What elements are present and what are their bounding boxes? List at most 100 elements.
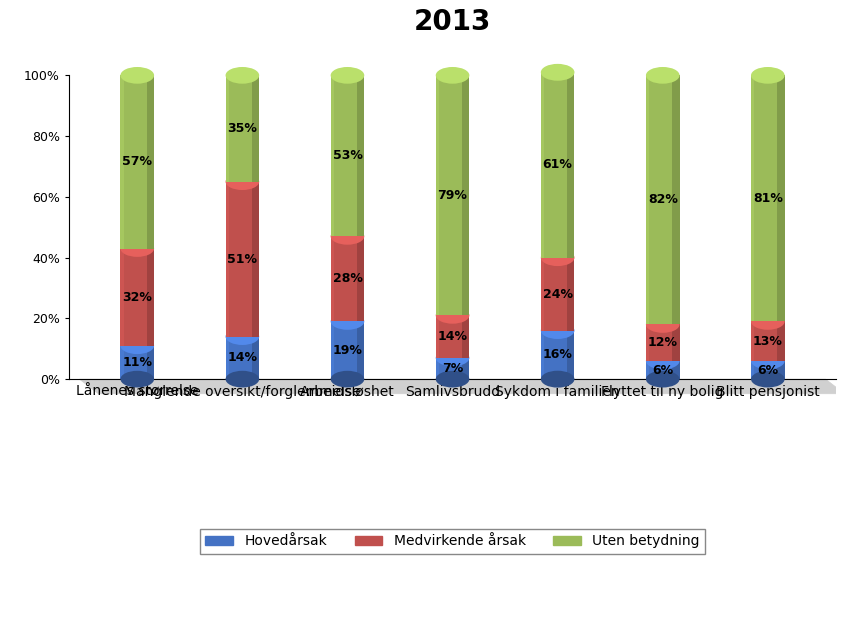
Bar (645, 75, 648, 325)
Bar (567, 330, 573, 379)
Bar (121, 75, 124, 249)
Bar (461, 75, 469, 315)
Bar (226, 182, 229, 337)
Bar (567, 72, 573, 258)
Text: 13%: 13% (752, 335, 782, 348)
Bar (750, 75, 753, 322)
Bar (356, 322, 364, 379)
Bar (251, 337, 259, 379)
Bar (226, 337, 259, 379)
Text: 53%: 53% (332, 149, 362, 162)
Bar (540, 330, 573, 379)
Ellipse shape (435, 67, 469, 84)
Ellipse shape (645, 371, 678, 387)
Text: 51%: 51% (227, 253, 257, 265)
Bar (645, 361, 678, 379)
Bar (121, 346, 124, 379)
Text: 11%: 11% (122, 356, 152, 369)
Bar (750, 75, 784, 322)
Ellipse shape (226, 371, 259, 387)
Bar (750, 361, 784, 379)
Bar (672, 361, 678, 379)
Bar (251, 75, 259, 182)
Bar (331, 236, 333, 322)
Bar (331, 322, 333, 379)
Text: 24%: 24% (542, 288, 572, 300)
Bar (777, 75, 784, 322)
Bar (567, 258, 573, 330)
Text: 6%: 6% (756, 364, 777, 376)
Bar (226, 182, 259, 337)
Text: 14%: 14% (227, 352, 257, 364)
Bar (645, 361, 648, 379)
Ellipse shape (435, 350, 469, 366)
Bar (777, 361, 784, 379)
Bar (331, 236, 364, 322)
Bar (540, 72, 543, 258)
Ellipse shape (645, 353, 678, 369)
Text: 14%: 14% (437, 330, 467, 343)
Text: 81%: 81% (752, 192, 782, 205)
Bar (540, 72, 573, 258)
Ellipse shape (331, 371, 364, 387)
Ellipse shape (750, 353, 784, 369)
Bar (331, 75, 364, 236)
Text: 12%: 12% (647, 336, 677, 349)
Text: 28%: 28% (332, 272, 362, 285)
Ellipse shape (540, 249, 573, 266)
Bar (331, 322, 364, 379)
Bar (146, 346, 154, 379)
Ellipse shape (435, 371, 469, 387)
Bar (461, 358, 469, 379)
Text: 61%: 61% (542, 158, 572, 172)
Text: 6%: 6% (652, 364, 672, 376)
Bar (435, 358, 438, 379)
Bar (331, 75, 333, 236)
Bar (672, 325, 678, 361)
Polygon shape (79, 379, 844, 394)
Bar (435, 315, 438, 358)
Ellipse shape (121, 371, 154, 387)
Bar (356, 236, 364, 322)
Bar (435, 315, 469, 358)
Ellipse shape (121, 338, 154, 354)
Bar (750, 322, 753, 361)
Bar (645, 325, 648, 361)
Ellipse shape (331, 313, 364, 330)
Ellipse shape (226, 174, 259, 190)
Bar (461, 315, 469, 358)
Text: 16%: 16% (542, 348, 572, 361)
Legend: Hovedårsak, Medvirkende årsak, Uten betydning: Hovedårsak, Medvirkende årsak, Uten bety… (200, 529, 704, 554)
Text: 7%: 7% (442, 362, 462, 375)
Ellipse shape (331, 67, 364, 84)
Text: 35%: 35% (227, 122, 257, 135)
Bar (435, 75, 438, 315)
Title: 2013: 2013 (413, 8, 491, 36)
Bar (750, 361, 753, 379)
Ellipse shape (540, 322, 573, 339)
Bar (146, 249, 154, 346)
Text: 82%: 82% (647, 193, 677, 207)
Text: 19%: 19% (332, 344, 362, 357)
Ellipse shape (121, 67, 154, 84)
Bar (146, 75, 154, 249)
Bar (226, 337, 229, 379)
Bar (540, 258, 543, 330)
Text: 79%: 79% (437, 189, 467, 202)
Text: 57%: 57% (122, 156, 152, 168)
Bar (540, 330, 543, 379)
Bar (121, 346, 154, 379)
Bar (226, 75, 259, 182)
Ellipse shape (540, 64, 573, 81)
Bar (121, 75, 154, 249)
Bar (251, 182, 259, 337)
Ellipse shape (750, 371, 784, 387)
Ellipse shape (750, 313, 784, 330)
Ellipse shape (226, 329, 259, 345)
Bar (645, 75, 678, 325)
Bar (435, 358, 469, 379)
Bar (750, 322, 784, 361)
Ellipse shape (121, 240, 154, 257)
Ellipse shape (331, 228, 364, 245)
Text: 32%: 32% (122, 291, 152, 304)
